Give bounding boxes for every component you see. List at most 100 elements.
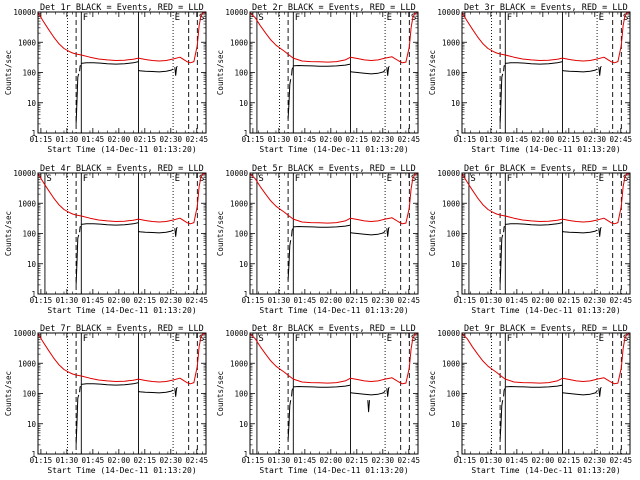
- events-series-line: [79, 226, 82, 233]
- marker-label: S: [199, 174, 204, 184]
- events-series-line: [562, 68, 598, 73]
- y-tick-label: 1: [31, 450, 36, 459]
- plot-frame: [461, 11, 631, 134]
- y-tick-label: 10: [239, 99, 249, 108]
- x-tick-label: 02:15: [134, 135, 157, 144]
- events-series-line: [174, 226, 178, 237]
- marker-label: S: [411, 13, 416, 23]
- y-axis-label: Counts/sec: [216, 50, 225, 95]
- y-axis-label: Counts/sec: [4, 371, 13, 416]
- y-tick-label: 100: [446, 230, 460, 239]
- y-tick-label: 100: [22, 69, 36, 78]
- events-series-line: [505, 384, 563, 388]
- y-axis-label: Counts/sec: [428, 211, 437, 256]
- marker-label: S: [258, 174, 263, 184]
- lld-series-line: [461, 332, 631, 385]
- events-series-line: [505, 222, 563, 226]
- x-tick-label: 01:45: [294, 296, 317, 305]
- y-tick-label: 100: [234, 69, 248, 78]
- y-tick-label: 1000: [230, 38, 249, 47]
- lld-series-line: [249, 172, 419, 225]
- marker-label: S: [258, 13, 263, 23]
- x-axis-label: Start Time (14-Dec-11 01:13:20): [47, 145, 196, 154]
- panel-title: Det 9r BLACK = Events, RED = LLD: [464, 324, 628, 334]
- events-series-line: [138, 389, 174, 394]
- marker-label: S: [623, 174, 628, 184]
- x-tick-label: 02:15: [346, 135, 369, 144]
- x-axis-label: Start Time (14-Dec-11 01:13:20): [471, 145, 620, 154]
- marker-label: F: [83, 174, 88, 184]
- marker-label: E: [599, 174, 604, 184]
- events-series-line: [503, 387, 506, 397]
- y-tick-label: 1000: [442, 199, 461, 208]
- events-series-line: [386, 65, 390, 76]
- lld-series-line: [37, 332, 207, 385]
- marker-label: E: [175, 334, 180, 344]
- x-tick-label: 01:45: [506, 456, 529, 465]
- panel-det-9r: Det 9r BLACK = Events, RED = LLD 1 10 100 10…: [428, 324, 632, 475]
- panel-det-7r: Det 7r BLACK = Events, RED = LLD 1 10 100 10…: [4, 324, 208, 475]
- lld-series-line: [461, 172, 631, 225]
- x-tick-label: 02:30: [160, 135, 183, 144]
- plot-frame: [37, 172, 207, 295]
- y-tick-label: 10000: [225, 329, 248, 338]
- x-tick-label: 02:00: [320, 456, 343, 465]
- events-series-line: [79, 386, 82, 393]
- x-tick-label: 01:45: [294, 456, 317, 465]
- x-axis-label: Start Time (14-Dec-11 01:13:20): [259, 145, 408, 154]
- panel-det-8r: Det 8r BLACK = Events, RED = LLD 1 10 100 10…: [216, 324, 420, 475]
- x-tick-label: 02:30: [584, 456, 607, 465]
- x-tick-label: 01:15: [30, 135, 53, 144]
- events-series-line: [598, 386, 602, 397]
- panel-det-5r: Det 5r BLACK = Events, RED = LLD 1 10 100 10…: [216, 164, 420, 315]
- x-tick-label: 02:15: [558, 135, 581, 144]
- x-tick-label: 02:45: [397, 296, 420, 305]
- events-series-line: [138, 229, 174, 234]
- x-tick-label: 02:00: [108, 296, 131, 305]
- x-tick-label: 02:45: [609, 456, 632, 465]
- panel-det-4r: Det 4r BLACK = Events, RED = LLD 1 10 100 10…: [4, 164, 208, 315]
- x-tick-label: 02:30: [372, 296, 395, 305]
- x-tick-label: 02:15: [346, 456, 369, 465]
- y-axis-label: Counts/sec: [428, 50, 437, 95]
- y-tick-label: 10: [239, 420, 249, 429]
- marker-label: E: [599, 13, 604, 23]
- x-tick-label: 02:00: [532, 296, 555, 305]
- x-tick-label: 01:30: [480, 456, 503, 465]
- y-tick-label: 1000: [442, 38, 461, 47]
- events-series-line: [81, 382, 139, 386]
- lld-series-line: [37, 172, 207, 225]
- marker-label: E: [175, 13, 180, 23]
- marker-label: S: [46, 174, 51, 184]
- y-axis-label: Counts/sec: [216, 211, 225, 256]
- marker-label: F: [507, 334, 512, 344]
- x-tick-label: 02:45: [397, 135, 420, 144]
- marker-label: E: [387, 174, 392, 184]
- x-tick-label: 02:00: [532, 135, 555, 144]
- x-axis-label: Start Time (14-Dec-11 01:13:20): [47, 306, 196, 315]
- x-axis-label: Start Time (14-Dec-11 01:13:20): [471, 466, 620, 475]
- lld-series-line: [249, 11, 419, 64]
- x-tick-label: 01:15: [454, 296, 477, 305]
- x-tick-label: 02:15: [346, 296, 369, 305]
- y-tick-label: 10000: [225, 169, 248, 178]
- y-tick-label: 10: [27, 420, 37, 429]
- panel-title: Det 6r BLACK = Events, RED = LLD: [464, 164, 628, 174]
- panel-det-2r: Det 2r BLACK = Events, RED = LLD 1 10 100 10…: [216, 3, 420, 154]
- events-series-line: [367, 400, 370, 413]
- y-tick-label: 10: [239, 260, 249, 269]
- y-tick-label: 10: [451, 99, 461, 108]
- x-tick-label: 01:15: [30, 456, 53, 465]
- events-series-line: [75, 73, 80, 124]
- x-tick-label: 01:30: [480, 135, 503, 144]
- x-tick-label: 01:15: [242, 456, 265, 465]
- x-tick-label: 02:30: [584, 135, 607, 144]
- x-tick-label: 01:30: [480, 296, 503, 305]
- x-axis-label: Start Time (14-Dec-11 01:13:20): [259, 306, 408, 315]
- x-tick-label: 02:15: [558, 296, 581, 305]
- x-tick-label: 02:15: [134, 456, 157, 465]
- panel-title: Det 8r BLACK = Events, RED = LLD: [252, 324, 416, 334]
- events-series-line: [503, 226, 506, 233]
- plot-frame: [249, 332, 419, 455]
- x-tick-label: 02:00: [320, 135, 343, 144]
